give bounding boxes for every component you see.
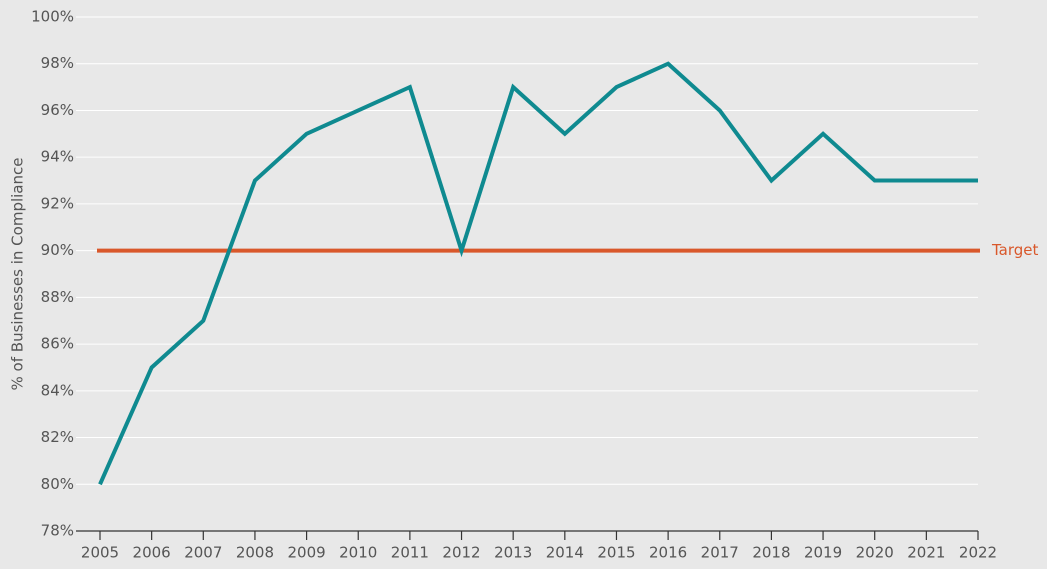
x-tick-label: 2014: [546, 544, 584, 562]
x-tick-label: 2017: [701, 544, 739, 562]
y-tick-label: 88%: [41, 288, 74, 306]
x-tick-label: 2022: [959, 544, 997, 562]
y-tick-label: 98%: [41, 54, 74, 72]
y-tick-label: 90%: [41, 241, 74, 259]
y-tick-label: 100%: [31, 8, 74, 26]
y-tick-label: 86%: [41, 335, 74, 353]
x-tick-label: 2019: [804, 544, 842, 562]
y-tick-label: 92%: [41, 194, 74, 212]
x-tick-label: 2010: [339, 544, 377, 562]
series-line: [98, 61, 978, 486]
x-tick-label: 2009: [287, 544, 325, 562]
x-tick-label: 2021: [907, 544, 945, 562]
x-tick-label: 2005: [81, 544, 119, 562]
y-tick-label: 84%: [41, 381, 74, 399]
x-tick-label: 2012: [442, 544, 480, 562]
y-tick-label: 96%: [41, 101, 74, 119]
x-tick-label: 2008: [236, 544, 274, 562]
target-label: Target: [991, 241, 1039, 259]
x-tick-label: 2015: [597, 544, 635, 562]
x-tick-label: 2006: [133, 544, 171, 562]
x-tick-label: 2018: [752, 544, 790, 562]
y-tick-label: 82%: [41, 428, 74, 446]
y-tick-label: 94%: [41, 148, 74, 166]
y-axis-label: % of Businesses in Compliance: [9, 158, 27, 391]
y-tick-label: 78%: [41, 522, 74, 540]
x-tick-label: 2013: [494, 544, 532, 562]
x-tick-label: 2007: [184, 544, 222, 562]
x-tick-label: 2016: [649, 544, 687, 562]
x-tick-label: 2011: [391, 544, 429, 562]
y-tick-label: 80%: [41, 475, 74, 493]
x-tick-label: 2020: [856, 544, 894, 562]
